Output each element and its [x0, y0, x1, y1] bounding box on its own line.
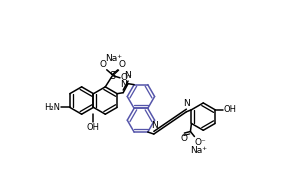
- Text: O: O: [119, 60, 125, 69]
- Text: OH: OH: [87, 123, 100, 132]
- Text: O⁻: O⁻: [120, 73, 132, 82]
- Text: N: N: [183, 99, 190, 108]
- Text: O: O: [181, 134, 188, 143]
- Text: O: O: [99, 60, 106, 69]
- Text: OH: OH: [224, 105, 237, 114]
- Text: O⁻: O⁻: [195, 138, 207, 146]
- Text: H₂N: H₂N: [44, 103, 60, 112]
- Text: S: S: [109, 71, 115, 81]
- Text: N: N: [151, 121, 157, 130]
- Text: Na⁺: Na⁺: [106, 54, 122, 63]
- Text: N: N: [125, 71, 131, 80]
- Text: Na⁺: Na⁺: [190, 146, 207, 155]
- Text: N: N: [120, 80, 127, 89]
